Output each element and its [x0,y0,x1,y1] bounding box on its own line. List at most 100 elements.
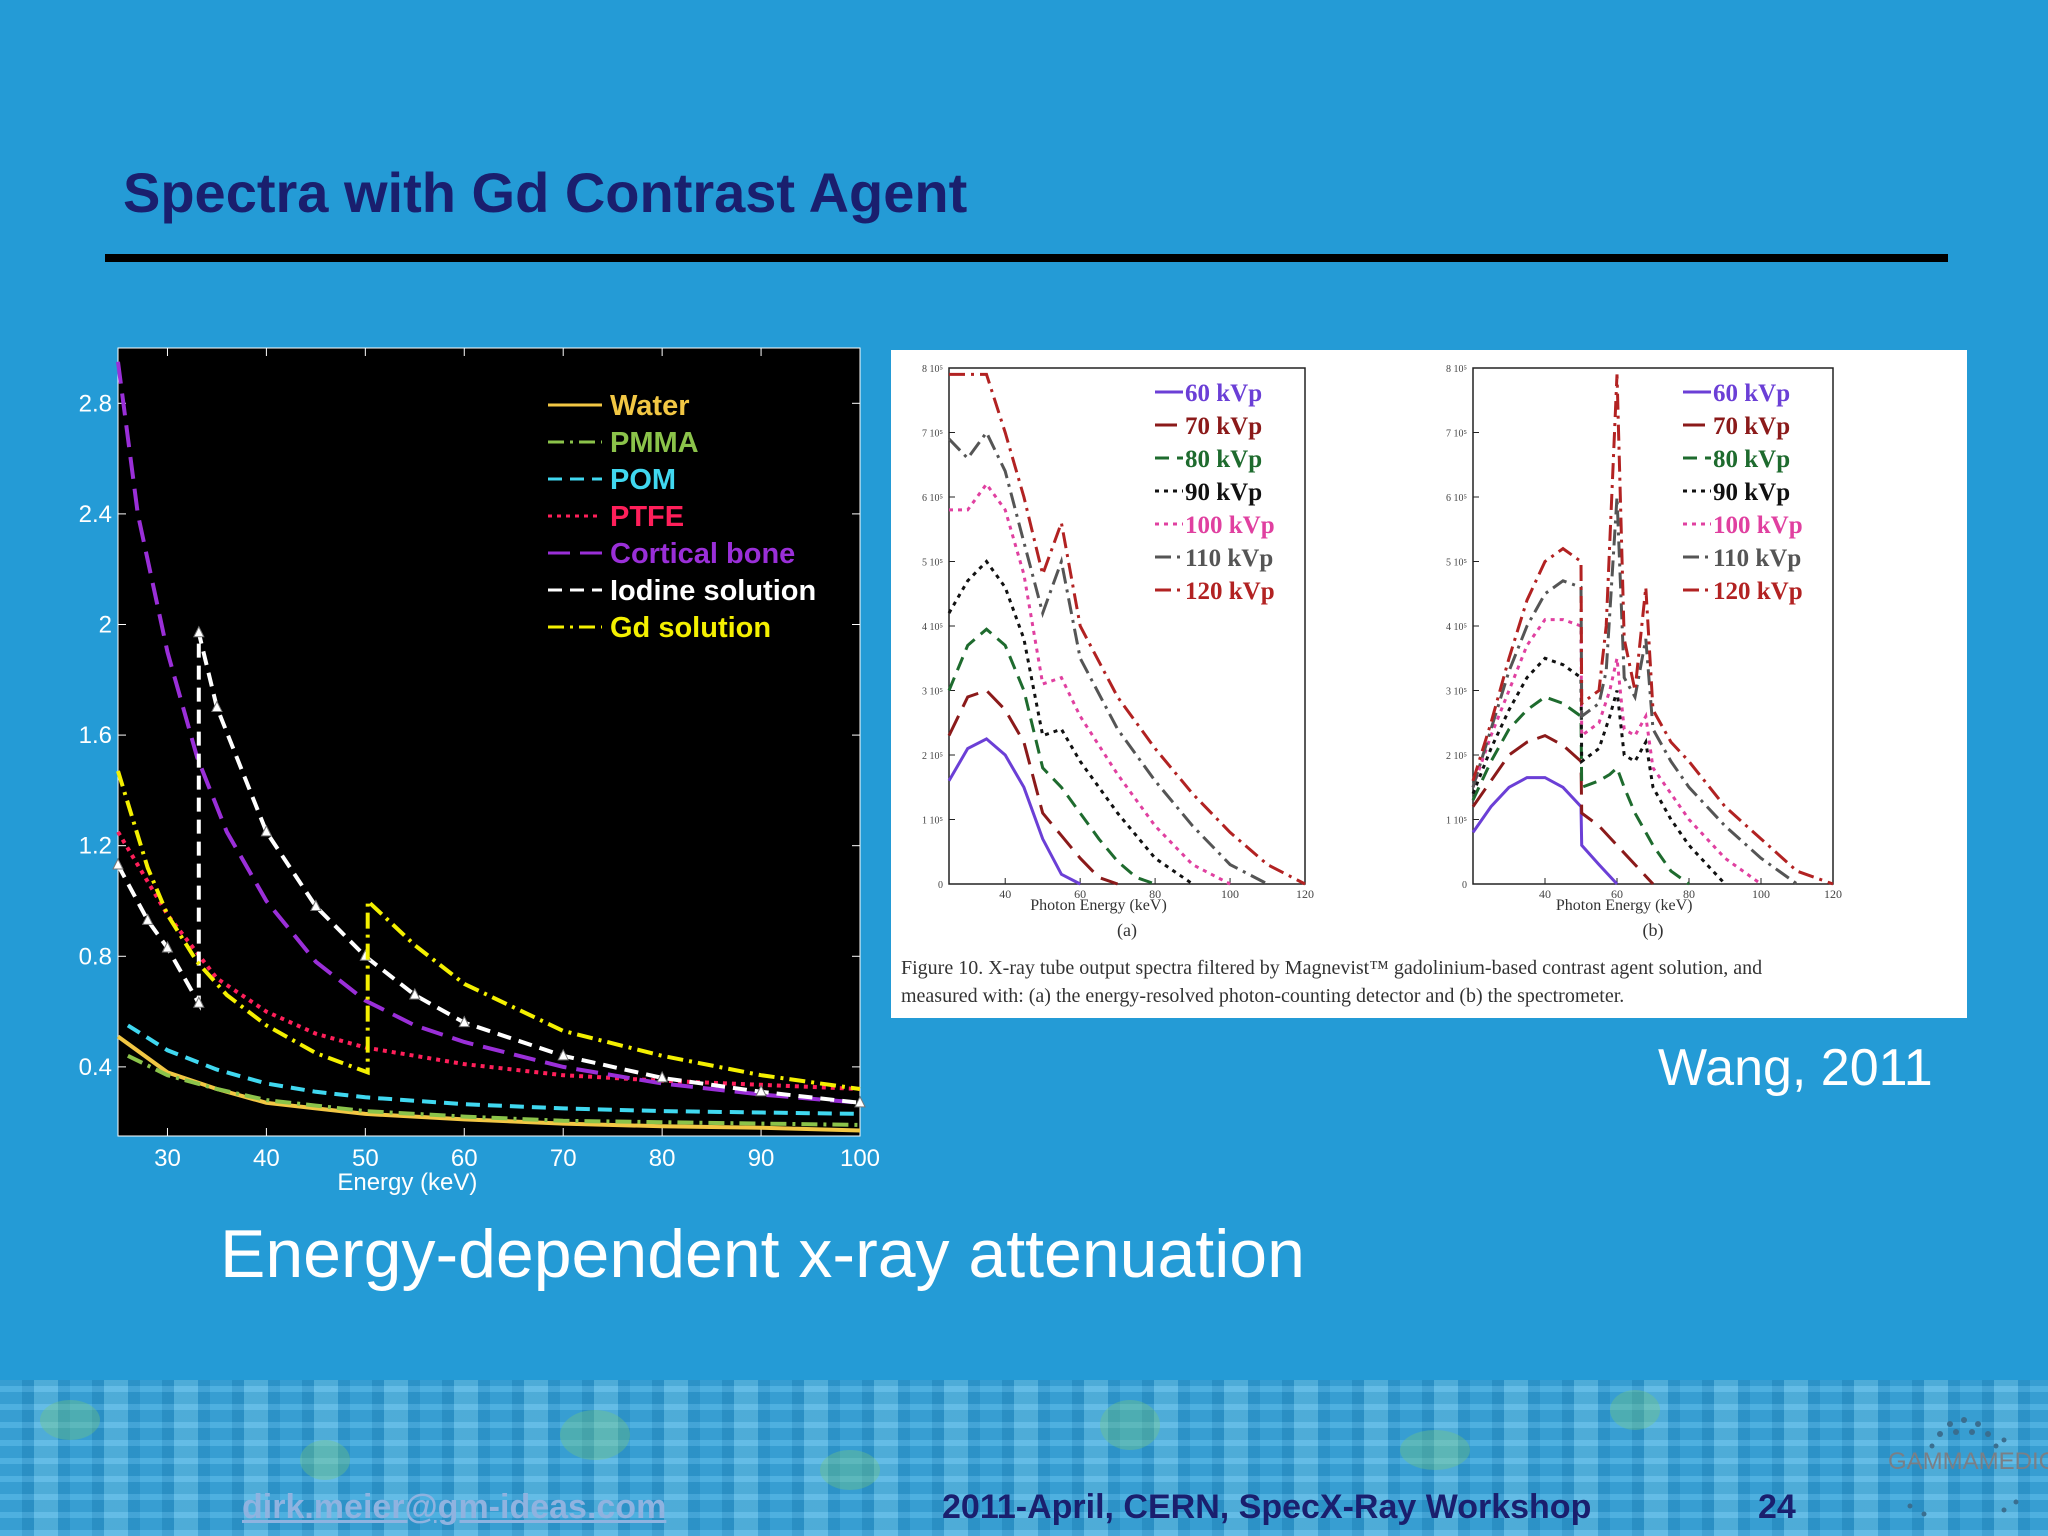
panel-b-y-tick-label: 2 10⁵ [1446,751,1467,762]
legend-label-pom: POM [610,464,676,496]
panel-a-y-tick-label: 4 10⁵ [922,622,943,633]
x-tick-label: 40 [253,1145,280,1172]
panel-a-legend-label: 120 kVp [1185,578,1275,605]
iodine-marker [112,857,124,870]
panel-b-x-tick-label: 40 [1539,887,1551,901]
legend-label-ptfe: PTFE [610,501,684,533]
panel-b-series-100-kvp [1471,618,1762,886]
panel-b-y-tick-label: 4 10⁵ [1446,622,1467,633]
panel-a-y-tick-label: 2 10⁵ [922,751,943,762]
series-water [116,1034,861,1133]
panel-a-x-tick-label: 120 [1296,887,1314,901]
figure-credit: Wang, 2011 [1658,1039,1933,1097]
panel-a-y-tick-label: 5 10⁵ [922,558,943,569]
series-iodine-solution [116,632,861,1105]
panel-a-legend-label: 60 kVp [1185,380,1262,407]
figure-caption-line-1: Figure 10. X-ray tube output spectra fil… [901,957,1762,979]
footer-band [0,1380,2048,1536]
panel-a-label: (a) [1117,920,1137,941]
iodine-marker [656,1070,668,1083]
panel-a-y-tick-label: 1 10⁵ [922,816,943,827]
panel-a-series-80-kvp [947,627,1156,886]
y-tick-label: 2.8 [79,390,112,417]
legend-label-pmma: PMMA [610,427,699,459]
panel-b-legend-label: 120 kVp [1713,578,1803,605]
attenuation-chart: 30 40 50 60 70 80 90 100 0.4 0.8 1.2 1.6 2 2.4 2.8 Ener… [0,330,900,1200]
panel-b-series-90-kvp [1471,656,1727,886]
x-tick-label: 90 [748,1145,775,1172]
iodine-marker [260,824,273,837]
series-gd-solution [116,770,861,1091]
iodine-marker [193,625,205,638]
panel-a-y-tick-label: 0 [938,880,943,891]
title-divider [105,254,1948,262]
panel-b-x-tick-label: 80 [1683,887,1695,901]
panel-a-legend-label: 100 kVp [1185,512,1275,539]
panel-b-x-tick-label: 120 [1824,887,1842,901]
legend-label-gd-solution: Gd solution [610,612,771,644]
panel-a-legend-label: 70 kVp [1185,413,1262,440]
series-cortical-bone [116,361,861,1105]
panel-b-legend-label: 100 kVp [1713,512,1803,539]
panel-b-legend-label: 110 kVp [1713,545,1801,572]
iodine-marker [854,1095,866,1108]
x-tick-label: 50 [352,1145,379,1172]
y-tick-label: 2.4 [79,501,112,528]
panel-b-series-110-kvp [1471,496,1798,886]
panel-b-legend-label: 70 kVp [1713,413,1790,440]
panel-a-series-100-kvp [949,481,1231,886]
slide-subtitle: Energy-dependent x-ray attenuation [220,1216,1305,1292]
panel-a-series-120-kvp [949,372,1306,886]
figure-caption-line-2: measured with: (a) the energy-resolved p… [901,985,1624,1007]
panel-b-legend-label: 90 kVp [1713,479,1790,506]
panel-b-series-120-kvp [1471,374,1834,886]
panel-b-y-tick-label: 8 10⁵ [1446,364,1467,375]
panel-a-y-tick-label: 8 10⁵ [922,364,943,375]
panel-b-y-tick-label: 6 10⁵ [1446,493,1467,504]
y-tick-label: 1.6 [79,722,112,749]
y-tick-label: 0.8 [79,943,112,970]
iodine-marker [557,1048,570,1061]
x-tick-label: 70 [550,1145,577,1172]
panel-b-y-tick-label: 7 10⁵ [1446,429,1467,440]
panel-b-x-axis-label: Photon Energy (keV) [1556,897,1693,914]
iodine-marker [458,1015,471,1028]
panel-a-series-110-kvp [947,429,1269,886]
legend-label-cortical-bone: Cortical bone [610,538,795,570]
panel-a-x-tick-label: 80 [1149,887,1161,901]
x-tick-label: 60 [451,1145,478,1172]
panel-a-series-60-kvp [947,737,1081,886]
iodine-marker [161,940,174,953]
series-pom [126,1023,861,1116]
y-tick-label: 0.4 [79,1054,112,1081]
panel-b-series-60-kvp [1471,776,1619,886]
panel-a-x-axis-label: Photon Energy (keV) [1030,897,1167,914]
panel-a-y-tick-label: 6 10⁵ [922,493,943,504]
panel-b-y-tick-label: 1 10⁵ [1446,816,1467,827]
spectra-figure: 0 1 10⁵ 2 10⁵ 3 10⁵ 4 10⁵ 5 10⁵ 6 10⁵ 7 10⁵ 8 10… [891,350,1967,1018]
panel-a-series-70-kvp [947,688,1119,886]
panel-b-legend-label: 80 kVp [1713,446,1790,473]
footer-event: 2011-April, CERN, SpecX-Ray Workshop [942,1488,1592,1526]
iodine-marker [193,996,205,1008]
panel-a-series-90-kvp [947,559,1194,886]
spectra-figure-svg: 0 1 10⁵ 2 10⁵ 3 10⁵ 4 10⁵ 5 10⁵ 6 10⁵ 7 10⁵ 8 10… [901,364,1842,1007]
gammamedica-logo-text: GAMMAMEDICA [1888,1448,2048,1475]
panel-a-x-tick-label: 60 [1074,887,1086,901]
panel-a-legend-label: 80 kVp [1185,446,1262,473]
panel-b-x-tick-label: 60 [1611,887,1623,901]
iodine-marker [211,700,223,712]
panel-b-series-80-kvp [1471,695,1690,886]
panel-a-legend-label: 110 kVp [1185,545,1273,572]
x-tick-label: 80 [649,1145,676,1172]
legend-label-iodine-solution: Iodine solution [610,575,816,607]
panel-a-x-tick-label: 40 [999,887,1011,901]
footer-email-link[interactable]: dirk.meier@gm-ideas.com [242,1488,667,1526]
page-number: 24 [1758,1488,1796,1526]
panel-b-y-tick-label: 3 10⁵ [1446,687,1467,698]
legend-label-water: Water [610,390,690,422]
series-ptfe [116,830,861,1091]
panel-b-label: (b) [1643,920,1664,941]
y-tick-label: 1.2 [79,833,112,860]
panel-a-y-tick-label: 7 10⁵ [922,429,943,440]
